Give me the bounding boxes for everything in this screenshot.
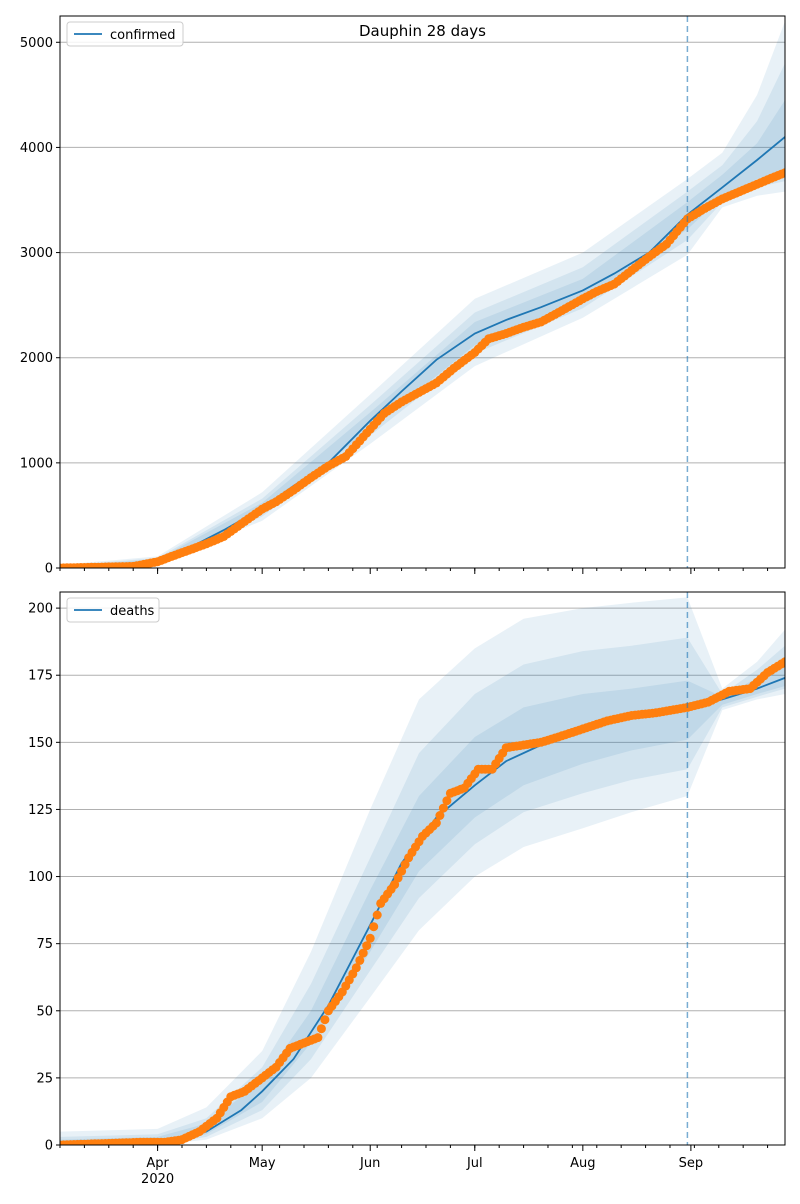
y-tick-label: 0: [45, 1139, 53, 1154]
observed-point: [372, 910, 382, 920]
uncertainty-band: [60, 100, 785, 568]
observed-point: [442, 796, 452, 806]
observed-point: [393, 873, 403, 883]
x-tick-label: Jun: [359, 1156, 380, 1171]
observed-point: [369, 922, 379, 932]
observed-point: [438, 803, 448, 813]
legend: confirmed: [66, 21, 184, 47]
observed-point: [435, 811, 445, 820]
uncertainty-band: [60, 637, 785, 1145]
observed-point: [320, 1015, 330, 1025]
observed-point: [365, 933, 375, 943]
legend-label: deaths: [110, 604, 155, 619]
y-tick-label: 125: [28, 803, 53, 818]
y-tick-label: 200: [28, 602, 53, 617]
observed-points: [60, 168, 785, 568]
y-tick-label: 1000: [20, 456, 53, 471]
chart-panel-2: 0 25 50 75 100 125 150 175 200 Apr May Jun Jul Aug Sep…: [28, 591, 786, 1187]
legend: deaths: [66, 597, 160, 623]
legend-label: confirmed: [110, 28, 176, 43]
observed-point: [400, 860, 410, 869]
y-tick-label: 100: [28, 870, 53, 885]
observed-point: [313, 1033, 323, 1043]
x-tick-label: Sep: [679, 1156, 704, 1171]
observed-point: [397, 866, 407, 876]
uncertainty-band: [60, 659, 785, 1145]
observed-points: [60, 657, 785, 1145]
uncertainty-band: [60, 597, 785, 1145]
observed-point: [316, 1024, 326, 1034]
observed-point: [390, 880, 400, 890]
legend-box: [66, 21, 184, 47]
y-tick-label: 5000: [20, 36, 53, 51]
x-tick-label: May: [249, 1156, 276, 1171]
y-tick-label: 175: [28, 669, 53, 684]
y-tick-label: 25: [36, 1071, 53, 1086]
observed-point: [780, 657, 785, 667]
chart-title: Dauphin 28 days: [359, 22, 486, 40]
observed-point: [351, 963, 361, 973]
plot-area: [60, 597, 785, 1145]
observed-point: [358, 948, 368, 958]
axes-frame: [59, 591, 786, 1146]
x-tick-label: Apr: [146, 1156, 169, 1171]
y-tick-label: 0: [45, 562, 53, 577]
chart-panel-1: 0 1000 2000 3000 4000 5000 Dauphin 28 days conf…: [20, 15, 786, 577]
y-tick-label: 75: [36, 937, 53, 952]
uncertainty-band: [60, 63, 785, 568]
y-tick-label: 4000: [20, 141, 53, 156]
x-tick-label: Jul: [466, 1156, 483, 1171]
observed-point: [431, 818, 441, 828]
y-tick-label: 150: [28, 736, 53, 751]
y-tick-label: 3000: [20, 246, 53, 261]
observed-point: [355, 955, 365, 965]
x-tick-label: Aug: [570, 1156, 595, 1171]
plot-area: [60, 21, 785, 568]
y-tick-label: 2000: [20, 351, 53, 366]
observed-point: [780, 168, 785, 178]
observed-point: [362, 941, 372, 951]
y-tick-label: 50: [36, 1004, 53, 1019]
legend-box: [66, 597, 160, 623]
x-year-label: 2020: [141, 1172, 174, 1187]
axes-frame: [59, 15, 786, 569]
uncertainty-band: [60, 21, 785, 568]
